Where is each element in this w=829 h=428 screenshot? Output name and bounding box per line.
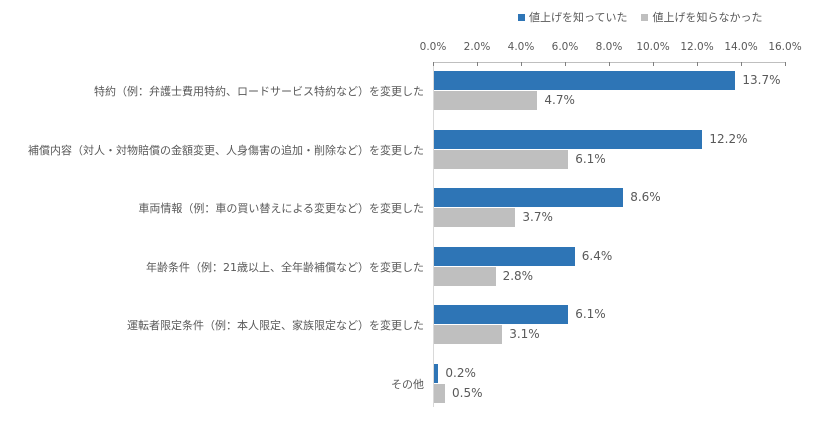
legend-swatch-unknown (641, 13, 649, 21)
data-label: 2.8% (502, 268, 534, 283)
bar-known (434, 363, 439, 383)
data-label: 12.2% (709, 131, 748, 146)
bar-known (434, 71, 736, 90)
x-tick-label: 10.0% (636, 41, 670, 53)
category-label: 年齢条件（例：21歳以上、全年齢補償など）を変更した (146, 260, 424, 274)
bar-known (434, 129, 703, 149)
bar-unknown (434, 91, 538, 110)
category-label: 特約（例：弁護士費用特約、ロードサービス特約など）を変更した (94, 85, 424, 98)
x-tick-mark (477, 62, 478, 66)
y-axis-line (433, 62, 434, 407)
data-label: 8.6% (630, 190, 661, 204)
legend-label-unknown: 値上げを知らなかった (652, 11, 763, 24)
data-label: 3.1% (509, 327, 540, 341)
x-tick-label: 8.0% (595, 41, 623, 53)
x-tick-label: 2.0% (463, 41, 491, 53)
x-tick-label: 0.0% (419, 41, 447, 53)
category-label: 車両情報（例：車の買い替えによる変更など）を変更した (138, 202, 424, 215)
x-tick-mark (433, 62, 434, 66)
x-tick-label: 4.0% (507, 41, 535, 53)
category-label: その他 (391, 377, 424, 391)
x-tick-label: 12.0% (680, 41, 714, 53)
data-label: 13.7% (742, 73, 781, 87)
legend-item-known: 値上げを知っていた (518, 9, 627, 25)
category-label: 運転者限定条件（例：本人限定、家族限定など）を変更した (127, 319, 424, 332)
legend-swatch-known (518, 13, 525, 21)
data-label: 3.7% (522, 210, 553, 224)
x-tick-label: 16.0% (768, 41, 802, 53)
data-label: 6.4% (581, 248, 613, 263)
x-tick-mark (565, 62, 566, 66)
data-label: 0.5% (452, 385, 483, 400)
x-tick-mark (609, 62, 610, 66)
bar-unknown (434, 325, 503, 344)
bar-known (434, 246, 575, 266)
data-label: 6.1% (575, 307, 606, 321)
data-label: 6.1% (575, 151, 606, 166)
x-tick-mark (741, 62, 742, 66)
bar-unknown (434, 266, 496, 286)
x-tick-mark (653, 62, 654, 66)
legend-label-known: 値上げを知っていた (529, 11, 628, 24)
bar-unknown (434, 208, 516, 227)
bar-unknown (434, 149, 569, 169)
x-tick-label: 14.0% (724, 41, 758, 53)
bar-known (434, 188, 624, 207)
bar-unknown (434, 383, 445, 403)
x-tick-label: 6.0% (551, 41, 579, 53)
data-label: 4.7% (544, 93, 575, 107)
x-tick-mark (785, 62, 786, 66)
x-tick-mark (697, 62, 698, 66)
bar-known (434, 305, 569, 324)
legend-item-unknown: 値上げを知らなかった (641, 9, 762, 25)
x-tick-mark (521, 62, 522, 66)
category-label: 補償内容（対人・対物賠償の金額変更、人身傷害の追加・削除など）を変更した (28, 143, 424, 157)
data-label: 0.2% (445, 365, 476, 380)
legend: 値上げを知っていた 値上げを知らなかった (518, 9, 762, 25)
